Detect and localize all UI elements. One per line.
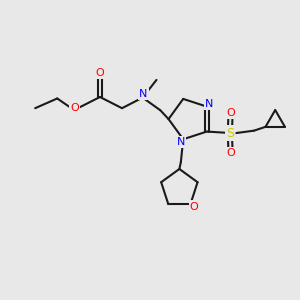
Text: N: N [139,89,147,99]
Text: N: N [205,99,213,109]
Text: N: N [177,137,185,147]
Text: O: O [226,108,235,118]
Text: O: O [226,148,235,158]
Text: O: O [70,103,79,112]
Text: O: O [96,68,104,78]
Text: O: O [190,202,199,212]
Text: S: S [226,127,234,140]
